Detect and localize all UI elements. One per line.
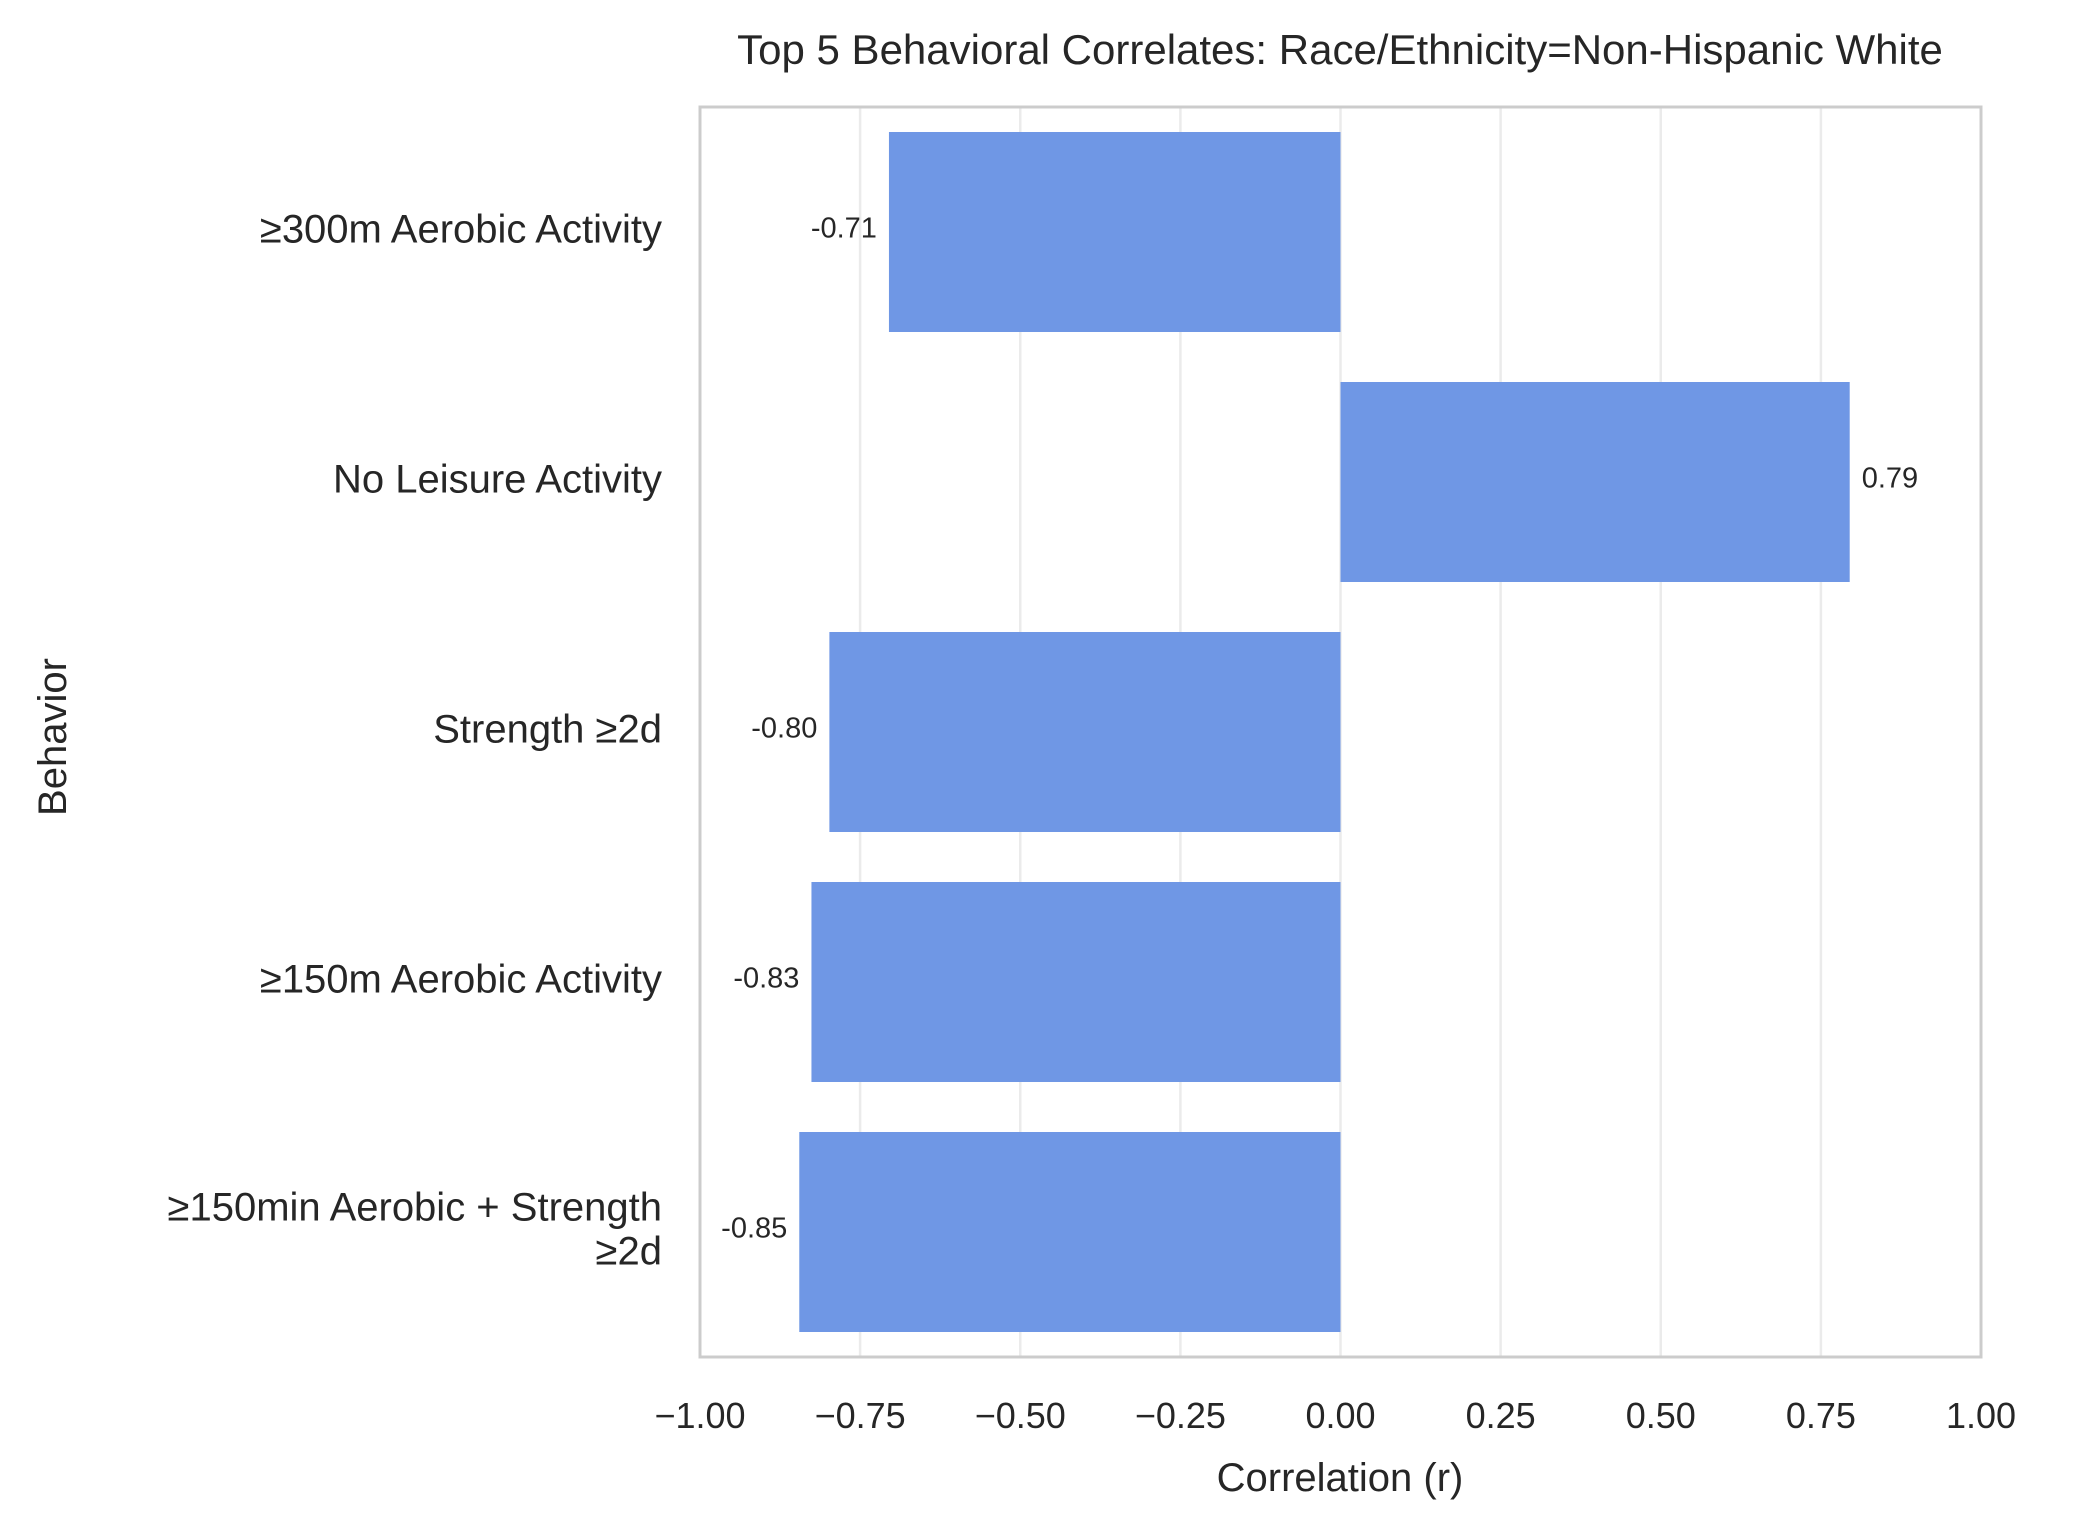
y-axis-label: Behavior xyxy=(31,658,75,816)
bar xyxy=(811,882,1341,1082)
x-tick-label: −1.00 xyxy=(654,1395,745,1436)
bars xyxy=(799,132,1850,1332)
bar xyxy=(888,132,1341,332)
bar xyxy=(1340,382,1850,582)
category-label: Strength ≥2d xyxy=(433,708,662,752)
category-label: No Leisure Activity xyxy=(333,458,662,502)
x-tick-label: 0.50 xyxy=(1626,1395,1696,1436)
data-label: -0.71 xyxy=(811,213,877,245)
x-tick-labels: −1.00 −0.75 −0.50 −0.25 0.00 0.25 0.50 0.75 1.00 xyxy=(654,1395,2016,1436)
category-label: ≥150m Aerobic Activity xyxy=(260,958,662,1002)
chart-title: Top 5 Behavioral Correlates: Race/Ethnic… xyxy=(737,26,1943,73)
bar xyxy=(799,1132,1341,1332)
category-label: ≥150min Aerobic + Strength xyxy=(168,1186,662,1230)
x-tick-label: 0.25 xyxy=(1466,1395,1536,1436)
bar xyxy=(829,632,1341,832)
category-label: ≥300m Aerobic Activity xyxy=(260,208,662,252)
x-axis-label: Correlation (r) xyxy=(1217,1456,1464,1500)
y-category-labels: ≥300m Aerobic Activity No Leisure Activit… xyxy=(168,208,662,1274)
data-label: 0.79 xyxy=(1862,463,1918,495)
x-tick-label: −0.25 xyxy=(1135,1395,1226,1436)
x-tick-label: 1.00 xyxy=(1946,1395,2016,1436)
category-label: ≥2d xyxy=(596,1230,662,1274)
plot-frame xyxy=(698,105,1983,1359)
data-labels: -0.71 0.79 -0.80 -0.83 -0.85 xyxy=(721,213,1918,1245)
x-tick-label: −0.75 xyxy=(815,1395,906,1436)
x-tick-label: −0.50 xyxy=(975,1395,1066,1436)
data-label: -0.83 xyxy=(733,963,799,995)
x-tick-label: 0.00 xyxy=(1305,1395,1375,1436)
data-label: -0.85 xyxy=(721,1213,787,1245)
x-tick-label: 0.75 xyxy=(1786,1395,1856,1436)
data-label: -0.80 xyxy=(751,713,817,745)
